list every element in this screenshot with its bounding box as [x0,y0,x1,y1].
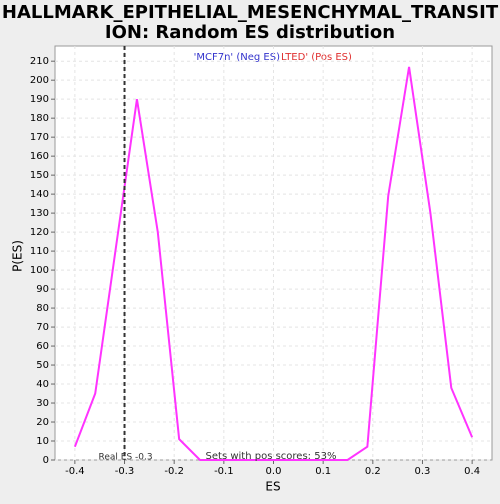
y-tick-label: 150 [30,170,49,181]
chart-title: HALLMARK_EPITHELIAL_MESENCHYMAL_TRANSIT [2,2,499,23]
y-axis-label: P(ES) [11,240,25,272]
y-tick-label: 180 [30,113,49,124]
y-tick-label: 210 [30,56,49,67]
y-tick-label: 50 [36,360,49,371]
y-tick-label: 70 [36,322,49,333]
y-tick-label: 40 [36,379,49,390]
x-tick-label: 0.1 [315,466,331,477]
y-tick-label: 130 [30,208,49,219]
y-tick-label: 160 [30,151,49,162]
legend-entry: 'MCF7n' (Neg ES) [194,52,280,63]
real-es-label: Real ES -0.3 [99,453,153,463]
y-tick-label: 170 [30,132,49,143]
y-tick-label: 140 [30,189,49,200]
legend-entry: LTED' (Pos ES) [281,52,352,63]
x-tick-label: -0.2 [164,466,184,477]
y-tick-label: 190 [30,94,49,105]
x-tick-label: 0.3 [415,466,431,477]
x-axis-label: ES [265,480,280,494]
y-tick-label: 10 [36,436,49,447]
chart-title: ION: Random ES distribution [105,22,395,43]
y-tick-label: 120 [30,227,49,238]
y-tick-label: 30 [36,398,49,409]
x-tick-label: -0.4 [65,466,85,477]
x-tick-label: -0.1 [214,466,234,477]
x-tick-label: 0.0 [266,466,282,477]
pos-scores-label: Sets with pos scores: 53% [206,451,337,462]
y-tick-label: 60 [36,341,49,352]
x-tick-label: -0.3 [115,466,135,477]
y-tick-label: 90 [36,284,49,295]
x-tick-label: 0.4 [464,466,480,477]
y-tick-label: 200 [30,75,49,86]
y-tick-label: 80 [36,303,49,314]
y-tick-label: 110 [30,246,49,257]
line [73,66,474,461]
y-tick-label: 0 [43,455,49,466]
y-tick-label: 20 [36,417,49,428]
y-tick-label: 100 [30,265,49,276]
x-tick-label: 0.2 [365,466,381,477]
